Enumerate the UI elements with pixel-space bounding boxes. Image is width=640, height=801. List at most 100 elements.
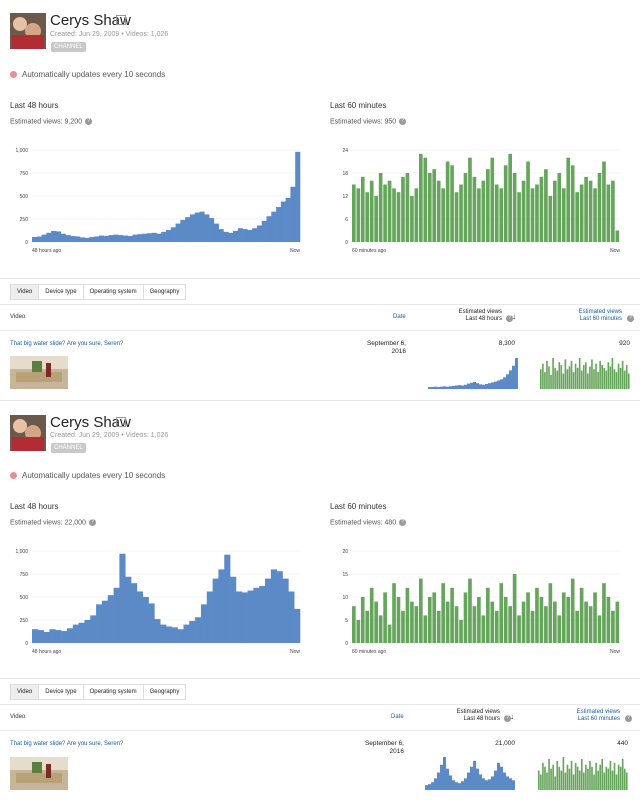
chart-bar[interactable]	[566, 157, 571, 242]
chart-bar[interactable]	[561, 188, 566, 242]
chart-bar[interactable]	[43, 631, 50, 643]
chart-bar[interactable]	[445, 161, 450, 243]
chart-bar[interactable]	[544, 606, 548, 643]
chart-bar[interactable]	[60, 233, 66, 242]
chart-bar[interactable]	[51, 230, 57, 242]
chart-bar[interactable]	[508, 153, 512, 242]
chart-bar[interactable]	[517, 615, 521, 643]
video-title-link[interactable]: That big water slide? Are you sure, Sere…	[10, 341, 124, 347]
chart-bar[interactable]	[36, 236, 42, 242]
chart-bar[interactable]	[185, 217, 191, 242]
chart-bar[interactable]	[195, 617, 202, 643]
chart-bar[interactable]	[96, 604, 103, 643]
chart-bar[interactable]	[423, 157, 428, 242]
chart-bar[interactable]	[170, 227, 176, 242]
chart-bar[interactable]	[146, 233, 152, 242]
chart-bar[interactable]	[66, 628, 74, 643]
chart-bar[interactable]	[253, 587, 260, 643]
chart-bar[interactable]	[89, 236, 95, 242]
chart-bar[interactable]	[360, 176, 365, 242]
chart-bar[interactable]	[223, 231, 229, 242]
chart-bar[interactable]	[78, 622, 85, 643]
chart-bar[interactable]	[119, 553, 126, 643]
chart-bar[interactable]	[32, 629, 39, 643]
chart-bar[interactable]	[602, 161, 606, 243]
chart-bar[interactable]	[557, 173, 562, 242]
chart-bar[interactable]	[521, 601, 526, 643]
chart-bar[interactable]	[94, 236, 100, 242]
chart-bar[interactable]	[132, 234, 138, 242]
chart-bar[interactable]	[405, 587, 410, 643]
help-icon[interactable]: ?	[84, 118, 92, 125]
chart-bar[interactable]	[454, 192, 459, 242]
chart-bar[interactable]	[530, 610, 535, 643]
channel-avatar[interactable]	[10, 13, 46, 49]
chart-bar[interactable]	[535, 184, 539, 243]
chart-bar[interactable]	[142, 597, 149, 643]
chart-bar[interactable]	[383, 184, 387, 243]
chart-bar[interactable]	[161, 231, 167, 242]
chart-bar[interactable]	[436, 610, 441, 643]
chart-bar[interactable]	[374, 196, 378, 242]
chart-bar[interactable]	[597, 173, 602, 242]
chart-bar[interactable]	[247, 590, 254, 643]
chart-bar[interactable]	[90, 615, 97, 643]
chart-bar[interactable]	[204, 214, 210, 242]
chart-bar[interactable]	[233, 230, 239, 242]
chart-bar[interactable]	[454, 606, 459, 643]
chart-bar[interactable]	[84, 237, 90, 242]
chart-bar[interactable]	[241, 592, 248, 643]
chart-bar[interactable]	[427, 597, 432, 643]
chart-bar[interactable]	[154, 619, 161, 643]
column-header-views-60m[interactable]: Estimated views Last 60 minutes	[578, 309, 622, 322]
chart-bar[interactable]	[288, 591, 295, 643]
channel-avatar[interactable]	[10, 415, 46, 451]
chart-bar[interactable]	[148, 603, 155, 643]
chart-bar[interactable]	[118, 235, 124, 242]
chart-bar[interactable]	[387, 180, 392, 242]
chart-bar[interactable]	[282, 578, 289, 643]
help-icon[interactable]: ?	[399, 519, 407, 526]
chart-bar[interactable]	[450, 165, 454, 242]
chart-bar[interactable]	[122, 235, 129, 242]
chart-bar[interactable]	[499, 583, 504, 643]
chart-bar[interactable]	[259, 585, 266, 643]
chart-bar[interactable]	[378, 615, 383, 643]
chart-bar[interactable]	[175, 223, 181, 242]
chart-bar[interactable]	[32, 236, 38, 242]
channel-link-icon[interactable]	[116, 417, 126, 427]
help-icon[interactable]: ?	[627, 315, 634, 322]
chart-bar[interactable]	[463, 173, 468, 242]
chart-bar[interactable]	[280, 201, 286, 242]
chart-bar[interactable]	[270, 569, 277, 643]
chart-bar[interactable]	[224, 554, 231, 643]
chart-bar[interactable]	[55, 231, 62, 242]
chart-bar[interactable]	[588, 606, 593, 643]
chart-bar[interactable]	[101, 600, 109, 643]
chart-bar[interactable]	[432, 592, 437, 643]
chart-bar[interactable]	[423, 615, 428, 643]
chart-bar[interactable]	[107, 595, 114, 643]
chart-bar[interactable]	[401, 610, 405, 643]
chart-bar[interactable]	[593, 188, 597, 242]
tab-device-type[interactable]: Device type	[39, 285, 84, 299]
chart-bar[interactable]	[410, 601, 414, 643]
video-thumbnail[interactable]	[10, 757, 68, 790]
chart-bar[interactable]	[136, 591, 143, 643]
chart-bar[interactable]	[588, 180, 593, 242]
sort-down-arrow-icon[interactable]: ↓	[510, 712, 514, 721]
chart-bar[interactable]	[463, 592, 468, 643]
tab-geography[interactable]: Geography	[143, 285, 186, 299]
chart-bar[interactable]	[84, 620, 91, 643]
chart-bar[interactable]	[265, 578, 272, 643]
chart-bar[interactable]	[177, 629, 184, 643]
chart-bar[interactable]	[405, 173, 410, 242]
chart-bar[interactable]	[261, 220, 267, 242]
chart-bar[interactable]	[401, 176, 405, 242]
chart-bar[interactable]	[486, 587, 490, 643]
chart-bar[interactable]	[237, 228, 243, 242]
chart-bar[interactable]	[137, 234, 143, 242]
chart-bar[interactable]	[414, 606, 419, 643]
chart-bar[interactable]	[615, 601, 620, 643]
chart-bar[interactable]	[383, 592, 387, 643]
